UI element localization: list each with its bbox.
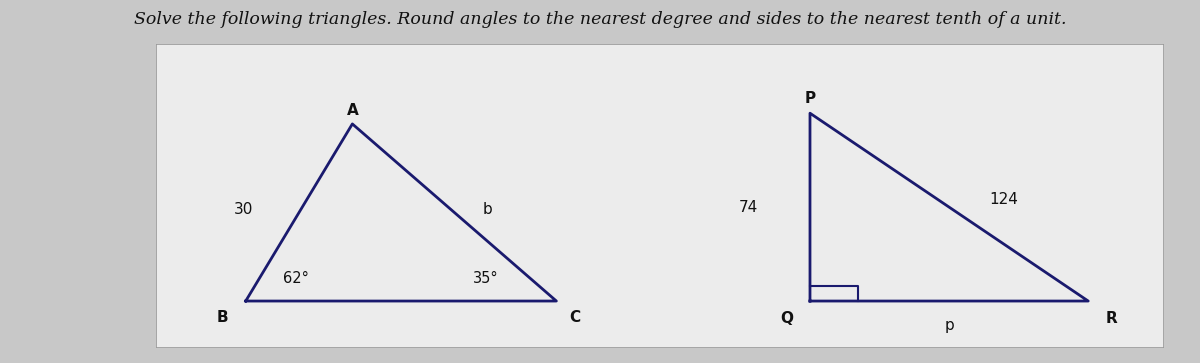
Text: Q: Q (780, 311, 793, 326)
Text: C: C (569, 310, 581, 325)
Text: B: B (217, 310, 228, 325)
Text: 35°: 35° (473, 271, 498, 286)
Text: 124: 124 (989, 192, 1018, 207)
Text: 62°: 62° (283, 271, 308, 286)
Text: R: R (1105, 311, 1117, 326)
Text: 74: 74 (739, 200, 758, 215)
Text: A: A (347, 103, 359, 118)
Text: b: b (482, 202, 493, 217)
Text: p: p (944, 318, 954, 334)
Text: 30: 30 (234, 202, 253, 217)
Text: P: P (804, 91, 816, 106)
Text: Solve the following triangles. Round angles to the nearest degree and sides to t: Solve the following triangles. Round ang… (133, 11, 1067, 28)
